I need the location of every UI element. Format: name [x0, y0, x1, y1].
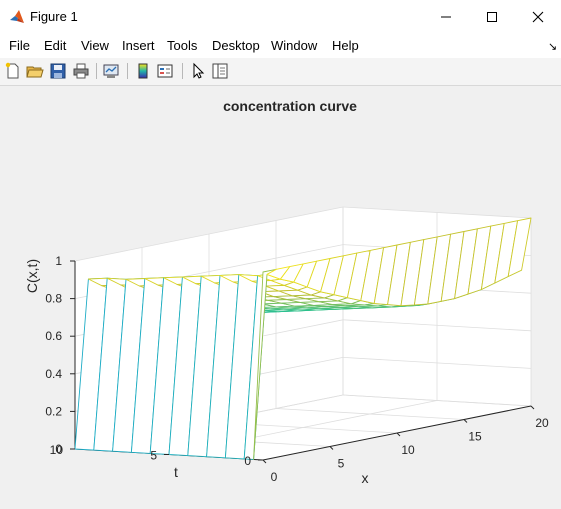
menu-help[interactable]: Help	[332, 38, 359, 53]
print-button[interactable]	[72, 62, 90, 80]
property-inspector-icon	[212, 63, 228, 79]
x-tick-label: 20	[535, 416, 549, 430]
property-inspector-button[interactable]	[211, 62, 229, 80]
new-figure-icon	[5, 62, 19, 79]
x-axis-label: x	[362, 470, 369, 486]
chart-title: concentration curve	[223, 98, 357, 114]
toolbar-separator	[96, 63, 97, 79]
x-tick-label: 10	[401, 443, 415, 457]
link-plot-button[interactable]	[102, 62, 120, 80]
menu-bar: File Edit View Insert Tools Desktop Wind…	[0, 34, 561, 58]
dock-arrow-icon[interactable]: ↘	[548, 41, 558, 53]
surface-cell	[507, 217, 532, 277]
minimize-icon	[441, 16, 451, 18]
x-tick-mark	[396, 432, 401, 437]
x-tick-label: 0	[271, 470, 278, 484]
save-icon	[50, 63, 66, 79]
minimize-button[interactable]	[423, 0, 469, 34]
menu-tools[interactable]: Tools	[167, 38, 198, 53]
z-tick-label: 0.6	[45, 329, 62, 343]
colorbar-button[interactable]	[134, 62, 152, 80]
figure-toolbar	[0, 58, 561, 86]
x-tick-label: 5	[338, 457, 345, 471]
menu-insert[interactable]: Insert	[122, 38, 155, 53]
t-axis-label: t	[174, 464, 178, 480]
edit-plot-pointer-icon	[193, 62, 205, 79]
legend-icon	[157, 64, 173, 78]
open-file-button[interactable]	[26, 62, 44, 80]
x-tick-label: 15	[468, 430, 482, 444]
menu-window[interactable]: Window	[271, 38, 318, 53]
matlab-logo-icon	[10, 10, 24, 23]
z-tick-label: 0.2	[45, 404, 62, 418]
t-tick-label: 0	[244, 454, 251, 468]
z-axis-label: C(x,t)	[24, 259, 40, 293]
x-tick-mark	[463, 419, 468, 423]
title-bar: Figure 1	[0, 0, 561, 34]
toolbar-separator	[127, 63, 128, 79]
x-tick-mark	[262, 459, 267, 464]
z-tick-label: 1	[55, 254, 62, 268]
menu-edit[interactable]: Edit	[44, 38, 67, 53]
x-tick-mark	[329, 446, 334, 450]
link-plot-icon	[103, 64, 119, 78]
t-tick-label: 5	[150, 449, 157, 463]
print-icon	[73, 63, 89, 79]
t-tick-label: 10	[50, 443, 64, 457]
save-button[interactable]	[49, 62, 67, 80]
menu-view[interactable]: View	[81, 38, 109, 53]
window-title: Figure 1	[30, 9, 78, 24]
figure-canvas: concentration curve 0 5 10 15 20 0 5 10 0 0.2 0.4 0…	[0, 86, 561, 509]
edit-plot-button[interactable]	[189, 62, 207, 80]
close-button[interactable]	[515, 0, 561, 34]
x-tick-mark	[530, 405, 535, 410]
z-tick-label: 0.8	[45, 292, 62, 306]
surface-plot[interactable]: concentration curve 05101520051000.20.40…	[0, 86, 561, 509]
menu-desktop[interactable]: Desktop	[212, 38, 260, 53]
surface-mesh	[74, 217, 532, 460]
legend-button[interactable]	[156, 62, 174, 80]
maximize-icon	[487, 12, 497, 22]
close-icon	[532, 11, 544, 23]
open-file-icon	[26, 66, 44, 78]
z-tick-label: 0.4	[45, 367, 62, 381]
menu-file[interactable]: File	[9, 38, 30, 53]
new-figure-button[interactable]	[4, 62, 22, 80]
toolbar-separator	[182, 63, 183, 79]
z-tick-label: 0	[55, 442, 62, 456]
maximize-button[interactable]	[469, 0, 515, 34]
colorbar-icon	[138, 63, 148, 79]
